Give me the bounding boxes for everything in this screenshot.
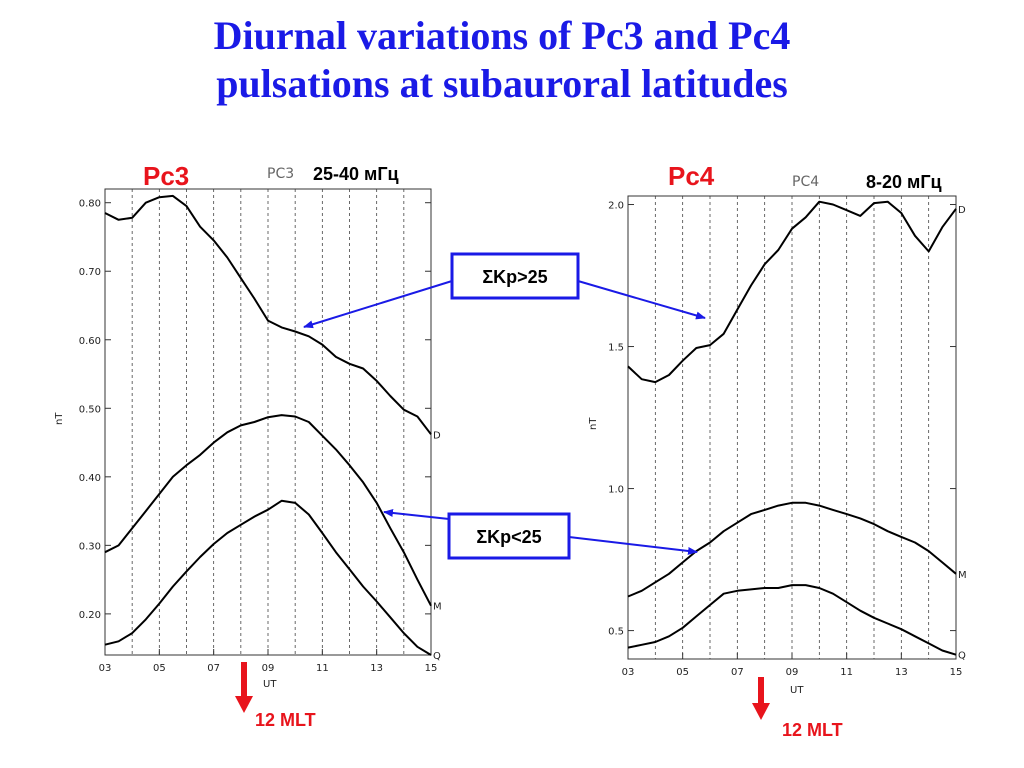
pc3-heading: Pc3 [143,161,189,191]
pc4-series-label-q: Q [958,651,966,662]
pc4-heading: Pc4 [668,161,715,191]
pc4-series-label-m: M [958,570,967,581]
mlt-arrow-head-right [752,703,770,720]
kp-low-arrow-left [383,508,450,520]
title-line-2: pulsations at subauroral latitudes [216,61,788,106]
pc4-x-tick-label: 11 [840,667,853,678]
pc3-band: 25-40 мГц [313,164,399,184]
pc4-series-label-d: D [958,205,966,216]
kp-high-arrow-left [303,280,453,329]
pc3-y-tick-label: 0.30 [79,541,101,552]
pc4-band: 8-20 мГц [866,172,942,192]
pc4-x-tick-label: 03 [622,667,635,678]
pc4-series-q [627,584,957,656]
kp-low-callout: ΣKp<25 [447,512,571,560]
kp-low-arrow-right [568,536,698,555]
mlt-arrow-head-left [235,696,253,713]
mlt-arrow-shaft-left [241,662,247,698]
mlt-marker-left: 12 MLT [235,662,316,730]
pc4-panel-name: PC4 [792,174,819,190]
pc3-x-tick-label: 03 [99,663,112,674]
pc4-x-tick-label: 13 [895,667,908,678]
pc3-y-tick-label: 0.50 [79,404,101,415]
mlt-label-right: 12 MLT [782,720,843,740]
pc4-y-tick-label: 1.5 [608,343,624,354]
pc3-y-tick-label: 0.40 [79,473,101,484]
pc3-plot: 0.80 0.70 0.60 0.50 0.40 0.30 0.20 03 05 07 09 11 13… [54,188,442,690]
pc3-y-tick-label: 0.60 [79,336,101,347]
pc3-x-tick-label: 15 [425,663,438,674]
kp-low-box [447,512,571,560]
pc4-x-tick-label: 09 [786,667,799,678]
pc4-plot: 2.0 1.5 1.0 0.5 03 05 07 09 11 13 15 UT nT D M Q [588,195,967,696]
pc3-y-axis-label: nT [54,412,65,425]
pc3-y-tick-label: 0.20 [79,610,101,621]
pc3-x-tick-label: 11 [316,663,329,674]
kp-high-label: ΣKp>25 [482,267,547,287]
pc3-series-label-d: D [433,430,441,441]
title-line-1: Diurnal variations of Pc3 and Pc4 [213,13,791,58]
pc4-y-tick-label: 1.0 [608,485,624,496]
pc4-axes-frame [627,195,957,660]
pc3-x-axis-label: UT [263,679,277,690]
pc4-y-tick-label: 2.0 [608,201,624,212]
pc4-series-d [627,200,957,384]
pc4-x-axis-label: UT [790,685,804,696]
pc3-series-label-m: M [433,602,442,613]
pc4-x-tick-label: 05 [676,667,689,678]
pc3-x-tick-label: 05 [153,663,166,674]
pc4-y-tick-label: 0.5 [608,627,624,638]
slide-title: Diurnal variations of Pc3 and Pc4 pulsat… [0,12,1004,108]
pc3-x-tick-label: 07 [207,663,220,674]
pc3-x-tick-label: 13 [370,663,383,674]
pc3-series-d [104,194,432,435]
pc3-x-tick-label: 09 [262,663,275,674]
kp-high-arrow-right [577,280,706,320]
pc3-panel-name: PC3 [267,166,294,182]
pc3-series-m [104,414,432,607]
pc3-series-q [104,499,432,656]
mlt-marker-right: 12 MLT [752,677,843,740]
pc3-y-tick-label: 0.70 [79,267,101,278]
kp-high-callout: ΣKp>25 [450,252,580,300]
kp-high-box [450,252,580,300]
pc4-series-m [627,501,957,598]
pc3-series-label-q: Q [433,651,441,662]
mlt-label-left: 12 MLT [255,710,316,730]
pc4-y-axis-label: nT [588,417,599,430]
pc4-x-tick-label: 15 [950,667,963,678]
kp-low-label: ΣKp<25 [476,527,541,547]
pc3-y-tick-label: 0.80 [79,199,101,210]
pc4-x-tick-label: 07 [731,667,744,678]
mlt-arrow-shaft-right [758,677,764,705]
